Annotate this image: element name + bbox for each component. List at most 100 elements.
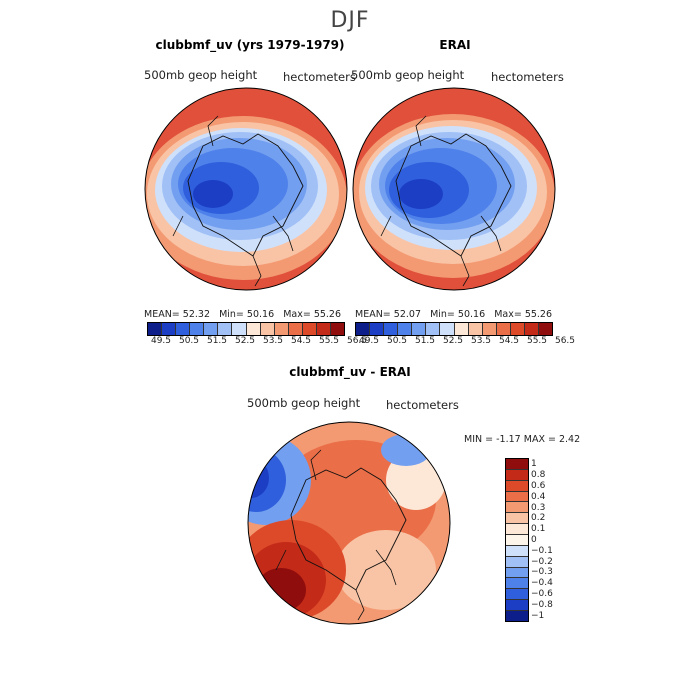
- panel3-field-band: [336, 530, 436, 610]
- panel1-max-label: Max=: [283, 309, 311, 320]
- panel3-polar-map: [247, 421, 451, 625]
- panel2-colorbar-tick-label: 54.5: [498, 336, 520, 346]
- panel2-colorbar-swatch: [356, 323, 371, 335]
- panel3-min-value: -1.17: [496, 434, 521, 445]
- panel2-colorbar-swatch: [468, 323, 483, 335]
- panel2-colorbar-swatch: [539, 323, 553, 335]
- panel3-colorbar-tick-label: −1: [531, 610, 545, 621]
- panel3-colorbar-tick-label: −0.4: [531, 578, 553, 589]
- panel3-colorbar-swatch: [506, 600, 528, 612]
- panel2-colorbar-tick-label: 56.5: [554, 336, 576, 346]
- panel3-colorbar-tick-label: 0.8: [531, 470, 546, 481]
- panel2-colorbar-tick-label: 49.5: [358, 336, 380, 346]
- panel3-field-band: [256, 568, 306, 612]
- panel2-mean-value: 52.07: [393, 309, 421, 320]
- panel2-colorbar-swatch: [482, 323, 497, 335]
- panel3-max-label: MAX =: [523, 434, 556, 445]
- panel2-field-low: [399, 179, 443, 209]
- panel2-colorbar-swatch: [412, 323, 427, 335]
- panel1-field-low: [193, 180, 233, 208]
- panel3-colorbar-swatch: [506, 469, 528, 481]
- panel1-units-label: hectometers: [283, 70, 356, 84]
- panel1-colorbar-swatch: [218, 323, 233, 335]
- panel1-colorbar-tick-label: 52.5: [234, 336, 256, 346]
- panel1-colorbar-swatch: [148, 323, 163, 335]
- panel3-stats: MIN = -1.17 MAX = 2.42: [464, 434, 580, 445]
- panel2-colorbar-swatch: [454, 323, 469, 335]
- panel3-colorbar-ticks: 1 0.8 0.6 0.4 0.3 0.2 0.1 0 −0.1 −0.2 −0.3 −0.4 −0.6…: [531, 458, 571, 620]
- panel1-coastlines: [187, 133, 304, 257]
- panel3-colorbar-tick-label: 0.6: [531, 481, 546, 491]
- panel2-colorbar-swatch: [440, 323, 455, 335]
- panel2-map-border: [352, 87, 556, 291]
- panel1-field-label: 500mb geop height: [144, 68, 258, 82]
- panel3-colorbar-tick-label: 0.4: [531, 491, 546, 502]
- panel2-coastlines: [395, 133, 512, 257]
- panel3-colorbar-tick-label: −0.6: [531, 589, 553, 599]
- panel3-colorbar-tick-label: −0.2: [531, 556, 553, 567]
- panel1-stats: MEAN= 52.32 Min= 50.16 Max= 55.26: [144, 309, 341, 320]
- panel2-colorbar: [355, 322, 553, 336]
- panel3-colorbar-tick-label: 0.2: [531, 513, 546, 524]
- panel1-colorbar-swatch: [302, 323, 317, 335]
- panel3-colorbar-tick-label: 0: [531, 535, 537, 545]
- panel2-min-value: 50.16: [457, 309, 486, 320]
- panel1-colorbar-swatch: [288, 323, 303, 335]
- panel3-max-value: 2.42: [558, 434, 581, 445]
- panel2-colorbar-swatch: [398, 323, 413, 335]
- panel1-colorbar-tick-label: 51.5: [206, 336, 228, 346]
- panel1-colorbar-ticks: 49.5 50.5 51.5 52.5 53.5 54.5 55.5 56.5: [147, 336, 367, 348]
- panel1-map-border: [144, 87, 348, 291]
- panel2-stats: MEAN= 52.07 Min= 50.16 Max= 55.26: [355, 309, 552, 320]
- panel1-colorbar-swatch: [331, 323, 345, 335]
- panel3-colorbar-swatch: [506, 459, 528, 470]
- panel3-colorbar-swatch: [506, 513, 528, 525]
- figure-title: DJF: [330, 8, 370, 33]
- panel1-colorbar-tick-label: 54.5: [290, 336, 312, 346]
- panel3-field-label: 500mb geop height: [247, 396, 361, 410]
- panel2-colorbar-tick-label: 52.5: [442, 336, 464, 346]
- panel1-mean-value: 52.32: [182, 309, 210, 320]
- panel3-colorbar-tick-label: 0.1: [531, 524, 546, 535]
- panel2-units-label: hectometers: [491, 70, 564, 84]
- panel1-colorbar-tick-label: 49.5: [150, 336, 172, 346]
- panel1-colorbar-swatch: [274, 323, 289, 335]
- panel3-colorbar-swatch: [506, 545, 528, 557]
- panel3-colorbar-swatch: [506, 491, 528, 503]
- panel2-coastlines: [380, 115, 502, 287]
- panel2-colorbar-tick-label: 50.5: [386, 336, 408, 346]
- panel2-max-value: 55.26: [524, 309, 553, 320]
- panel2-min-label: Min=: [430, 309, 455, 320]
- panel1-colorbar-swatch: [204, 323, 219, 335]
- panel1-colorbar-swatch: [260, 323, 275, 335]
- panel2-max-label: Max=: [494, 309, 522, 320]
- panel3-colorbar-swatch: [506, 535, 528, 546]
- panel2-colorbar-swatch: [370, 323, 385, 335]
- panel3-colorbar: [505, 458, 529, 622]
- panel1-colorbar-tick-label: 53.5: [262, 336, 284, 346]
- panel2-colorbar-tick-label: 53.5: [470, 336, 492, 346]
- panel1-colorbar-swatch: [176, 323, 191, 335]
- panel1-colorbar-swatch: [316, 323, 332, 335]
- panel2-colorbar-swatch: [496, 323, 511, 335]
- panel3-colorbar-swatch: [506, 578, 528, 590]
- panel1-colorbar-swatch: [232, 323, 247, 335]
- panel3-units-label: hectometers: [386, 398, 459, 412]
- panel3-coastlines: [275, 449, 397, 621]
- panel1-mean-label: MEAN=: [144, 309, 180, 320]
- panel3-min-label: MIN =: [464, 434, 494, 445]
- panel2-colorbar-swatch: [384, 323, 399, 335]
- panel3-colorbar-swatch: [506, 524, 528, 536]
- panel1-colorbar-swatch: [190, 323, 205, 335]
- panel1-title: clubbmf_uv (yrs 1979-1979): [155, 38, 345, 52]
- panel2-colorbar-tick-label: 51.5: [414, 336, 436, 346]
- panel2-colorbar-swatch: [524, 323, 540, 335]
- panel3-colorbar-swatch: [506, 611, 528, 621]
- panel1-colorbar-tick-label: 55.5: [318, 336, 340, 346]
- panel2-polar-map: [352, 87, 556, 291]
- panel1-colorbar: [147, 322, 345, 336]
- panel1-colorbar-swatch: [246, 323, 261, 335]
- panel2-title: ERAI: [439, 38, 471, 52]
- panel2-mean-label: MEAN=: [355, 309, 391, 320]
- panel3-colorbar-swatch: [506, 480, 528, 492]
